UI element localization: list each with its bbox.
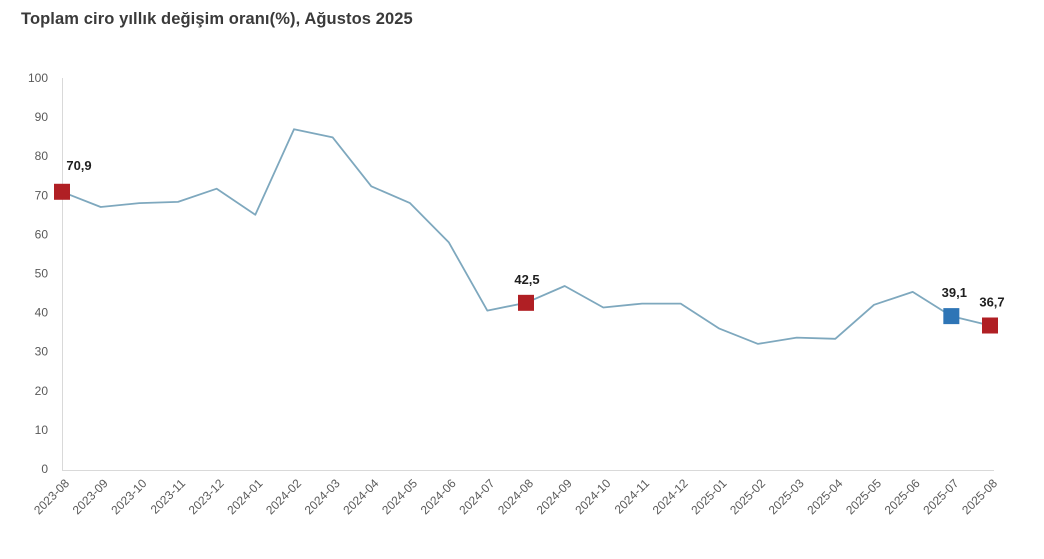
y-axis-tick-label: 40	[35, 306, 49, 320]
x-axis-tick-label: 2025-02	[727, 476, 768, 517]
x-axis-tick-label: 2024-03	[302, 476, 343, 517]
x-axis-tick-label: 2025-01	[688, 476, 729, 517]
y-axis-tick-label: 80	[35, 149, 49, 163]
y-axis-tick-label: 70	[35, 188, 49, 202]
x-axis-tick-label: 2024-11	[612, 476, 653, 517]
y-axis-tick-label: 50	[35, 267, 49, 281]
x-axis-tick-label: 2024-01	[224, 476, 265, 517]
x-axis-tick-label: 2023-08	[31, 476, 72, 517]
x-axis-tick-label: 2025-04	[804, 476, 845, 517]
x-axis-tick-label: 2024-12	[650, 476, 691, 517]
data-point-label: 39,1	[942, 285, 967, 300]
x-axis-tick-label: 2024-04	[340, 476, 381, 517]
data-point-marker	[54, 183, 70, 200]
x-axis-tick-label: 2024-10	[572, 476, 613, 517]
data-point-marker	[518, 294, 534, 311]
y-axis-tick-label: 100	[28, 71, 48, 85]
y-axis-tick-label: 20	[35, 384, 49, 398]
x-axis-tick-label: 2025-07	[920, 476, 961, 517]
series-line	[61, 128, 991, 345]
x-axis-tick-label: 2025-03	[766, 476, 807, 517]
y-axis-tick-label: 10	[35, 423, 49, 437]
data-point-label: 36,7	[979, 295, 1004, 310]
x-axis-tick-label: 2024-07	[456, 476, 497, 517]
x-axis-tick-label: 2024-08	[495, 476, 536, 517]
x-axis-tick-label: 2024-06	[418, 476, 459, 517]
x-axis-tick-label: 2025-05	[843, 476, 884, 517]
data-point-marker	[982, 317, 998, 334]
data-point-label: 42,5	[514, 272, 539, 287]
x-axis-tick-label: 2024-09	[534, 476, 575, 517]
x-axis-tick-label: 2024-05	[379, 476, 420, 517]
x-axis-tick-label: 2024-02	[263, 476, 304, 517]
y-axis-tick-label: 0	[41, 462, 48, 476]
chart-title: Toplam ciro yıllık değişim oranı(%), Ağu…	[21, 10, 413, 28]
y-axis-tick-label: 60	[35, 227, 49, 241]
x-axis-tick-label: 2023-09	[70, 476, 111, 517]
x-axis-tick-label: 2025-08	[959, 476, 1000, 517]
x-axis-tick-label: 2023-11	[148, 476, 189, 517]
x-axis-tick-label: 2023-10	[108, 476, 149, 517]
y-axis-tick-label: 90	[35, 110, 49, 124]
y-axis-tick-label: 30	[35, 345, 49, 359]
x-axis-tick-label: 2025-06	[882, 476, 923, 517]
data-point-label: 70,9	[66, 158, 91, 173]
x-axis-tick-label: 2023-12	[186, 476, 227, 517]
data-point-marker	[943, 308, 960, 325]
